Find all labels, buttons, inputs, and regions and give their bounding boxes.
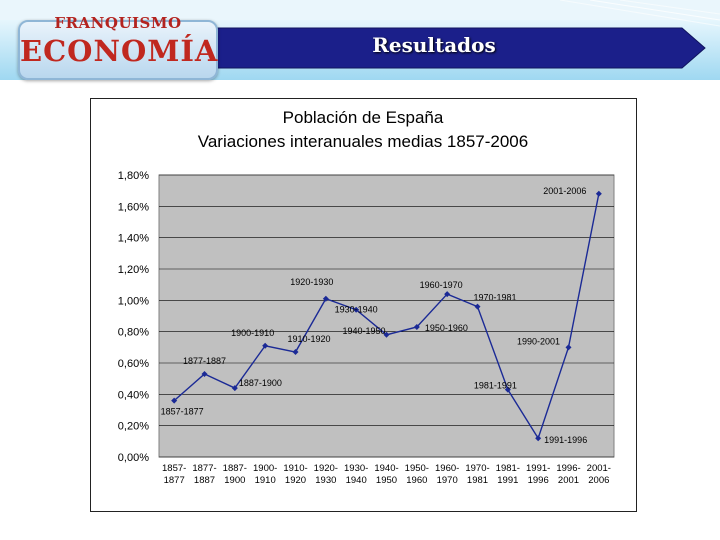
page-title: Resultados — [372, 33, 496, 57]
data-label: 1900-1910 — [231, 328, 274, 338]
y-tick-label: 0,40% — [118, 389, 149, 401]
data-point — [595, 190, 602, 197]
x-tick-label: 1920- — [314, 463, 338, 474]
chart-frame: Población de España Variaciones interanua… — [90, 98, 637, 512]
x-tick-label: 1900- — [253, 463, 277, 474]
x-tick-label: 1991 — [497, 475, 518, 486]
data-label: 1960-1970 — [420, 280, 463, 290]
x-tick-label: 1877- — [192, 463, 216, 474]
x-tick-label: 1930 — [315, 475, 336, 486]
x-tick-label: 1991- — [526, 463, 550, 474]
data-label: 1887-1900 — [239, 378, 282, 388]
data-label: 1877-1887 — [183, 356, 226, 366]
data-point — [474, 303, 481, 310]
logo-main-text: ECONOMÍA — [20, 34, 219, 68]
x-tick-label: 1857- — [162, 463, 186, 474]
data-point — [353, 306, 360, 313]
x-tick-label: 1910- — [283, 463, 307, 474]
y-tick-label: 0,00% — [118, 452, 149, 464]
data-point — [504, 386, 511, 393]
data-point — [201, 370, 208, 377]
x-tick-label: 1940- — [374, 463, 398, 474]
data-point — [535, 435, 542, 442]
data-point — [171, 397, 178, 404]
data-point — [292, 349, 299, 356]
x-tick-label: 1887 — [194, 475, 215, 486]
data-label: 1991-1996 — [544, 435, 587, 445]
x-tick-label: 1960 — [406, 475, 427, 486]
data-point — [444, 291, 451, 298]
x-tick-label: 1920 — [285, 475, 306, 486]
x-tick-label: 1981 — [467, 475, 488, 486]
data-label: 1981-1991 — [474, 381, 517, 391]
x-tick-label: 1996- — [556, 463, 580, 474]
x-tick-label: 1950- — [405, 463, 429, 474]
x-tick-label: 1930- — [344, 463, 368, 474]
chart-title: Población de España — [283, 108, 444, 127]
data-label: 1920-1930 — [290, 277, 333, 287]
x-tick-label: 1960- — [435, 463, 459, 474]
x-tick-label: 1950 — [376, 475, 397, 486]
x-tick-label: 1887- — [223, 463, 247, 474]
line-chart: Población de España Variaciones interanua… — [118, 108, 615, 486]
data-point — [565, 344, 572, 351]
data-label: 1970-1981 — [474, 293, 517, 303]
data-label: 1990-2001 — [517, 336, 560, 346]
x-tick-label: 1981- — [496, 463, 520, 474]
data-label: 1910-1920 — [288, 334, 331, 344]
data-point — [413, 323, 420, 330]
x-tick-label: 1996 — [528, 475, 549, 486]
x-tick-label: 2006 — [588, 475, 609, 486]
x-tick-label: 1910 — [255, 475, 276, 486]
data-point — [231, 385, 238, 392]
data-label: 1930-1940 — [335, 305, 378, 315]
y-tick-label: 1,00% — [118, 295, 149, 307]
data-point — [383, 331, 390, 338]
y-tick-label: 1,20% — [118, 264, 149, 276]
y-tick-label: 1,80% — [118, 170, 149, 182]
x-tick-label: 1970 — [437, 475, 458, 486]
x-tick-label: 1900 — [224, 475, 245, 486]
y-tick-label: 1,40% — [118, 233, 149, 245]
data-label: 1857-1877 — [161, 407, 204, 417]
chart-subtitle: Variaciones interanuales medias 1857-200… — [198, 132, 528, 151]
y-tick-label: 0,60% — [118, 358, 149, 370]
data-label: 1950-1960 — [425, 323, 468, 333]
x-tick-label: 1970- — [465, 463, 489, 474]
logo-top-text: FRANQUISMO — [54, 14, 182, 32]
y-tick-label: 0,80% — [118, 327, 149, 339]
x-tick-label: 2001 — [558, 475, 579, 486]
x-tick-label: 2001- — [587, 463, 611, 474]
logo-badge: FRANQUISMO ECONOMÍA — [18, 14, 219, 80]
data-point — [262, 342, 269, 349]
data-point — [322, 295, 329, 302]
x-tick-label: 1877 — [164, 475, 185, 486]
data-label: 2001-2006 — [543, 186, 586, 196]
y-tick-label: 1,60% — [118, 201, 149, 213]
x-tick-label: 1940 — [346, 475, 367, 486]
plot-area — [158, 174, 615, 458]
data-label: 1940-1950 — [343, 326, 386, 336]
y-tick-label: 0,20% — [118, 421, 149, 433]
